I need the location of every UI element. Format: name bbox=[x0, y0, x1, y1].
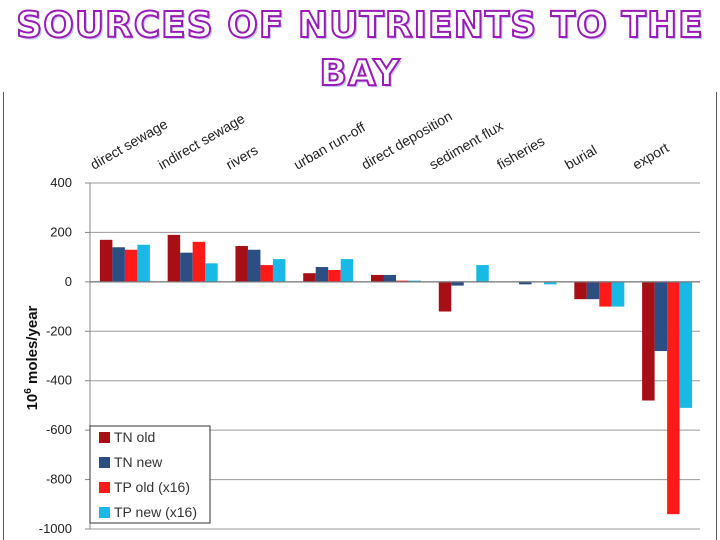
bar-tn-old-3 bbox=[303, 273, 316, 282]
category-label: urban run-off bbox=[291, 119, 368, 173]
bar-tp-old-8 bbox=[667, 281, 680, 515]
bar-tp-old-7 bbox=[599, 281, 612, 307]
category-label: rivers bbox=[223, 142, 261, 173]
bar-tp-new-0 bbox=[137, 244, 150, 282]
y-tick-label: 0 bbox=[65, 274, 72, 289]
bar-tn-old-5 bbox=[438, 281, 452, 312]
bar-tp-new-4 bbox=[408, 280, 421, 282]
bar-tp-new-8 bbox=[679, 281, 693, 408]
legend-label-tp-new: TP new (x16) bbox=[114, 504, 197, 520]
bar-tn-new-8 bbox=[654, 281, 668, 352]
bar-tp-old-4 bbox=[396, 280, 409, 282]
bar-tn-new-1 bbox=[180, 252, 193, 282]
legend-swatch-tn-new bbox=[99, 457, 110, 468]
y-tick-label: -200 bbox=[46, 323, 72, 338]
bar-tn-old-0 bbox=[99, 239, 113, 282]
legend-label-tp-old: TP old (x16) bbox=[114, 479, 190, 495]
bar-tn-new-6 bbox=[519, 281, 532, 285]
bar-tp-old-1 bbox=[192, 241, 206, 282]
bar-tn-old-7 bbox=[574, 281, 587, 300]
frame-left-border bbox=[3, 92, 4, 540]
legend-label-tn-new: TN new bbox=[114, 454, 163, 470]
legend-swatch-tn-old bbox=[99, 432, 110, 443]
bar-tp-old-2 bbox=[260, 265, 273, 282]
slide-title-line1: SOURCES OF NUTRIENTS TO THE bbox=[15, 4, 704, 47]
bars bbox=[99, 234, 693, 515]
legend-swatch-tp-old bbox=[99, 482, 110, 493]
bar-tp-new-7 bbox=[611, 281, 625, 307]
y-tick-label: 200 bbox=[50, 224, 72, 239]
bar-tn-old-1 bbox=[167, 234, 181, 282]
slide-title: SOURCES OF NUTRIENTS TO THE BAY bbox=[0, 0, 720, 98]
bar-tp-new-2 bbox=[272, 259, 286, 282]
legend-label-tn-old: TN old bbox=[114, 429, 155, 445]
bar-tn-old-4 bbox=[371, 274, 384, 282]
bar-tn-new-4 bbox=[383, 274, 396, 282]
bar-tn-new-2 bbox=[247, 249, 261, 282]
slide-title-line2: BAY bbox=[319, 52, 401, 95]
y-tick-label: -400 bbox=[46, 373, 72, 388]
legend-swatch-tp-new bbox=[99, 507, 110, 518]
category-label: burial bbox=[562, 142, 600, 173]
bar-tn-new-0 bbox=[112, 247, 125, 282]
frame-right-border bbox=[716, 92, 717, 540]
bar-tp-new-5 bbox=[476, 265, 489, 282]
legend: TN old TN new TP old (x16) TP new (x16) bbox=[89, 425, 211, 524]
bar-tn-new-7 bbox=[586, 281, 600, 300]
bar-tp-old-3 bbox=[328, 269, 341, 282]
category-label: fisheries bbox=[494, 133, 547, 173]
bar-tn-old-8 bbox=[642, 281, 655, 401]
bar-tp-old-0 bbox=[124, 249, 138, 282]
bar-tn-new-3 bbox=[315, 267, 329, 282]
y-axis-label: 106 moles/year bbox=[23, 305, 41, 410]
bar-tn-old-2 bbox=[235, 246, 248, 282]
y-tick-label: 400 bbox=[50, 175, 72, 190]
bar-tp-new-1 bbox=[205, 263, 218, 282]
bar-tp-new-3 bbox=[340, 259, 354, 282]
y-tick-label: -600 bbox=[46, 422, 72, 437]
y-tick-label: -800 bbox=[46, 472, 72, 487]
category-label: export bbox=[630, 139, 672, 172]
bar-tp-new-6 bbox=[544, 281, 557, 285]
bar-tn-new-5 bbox=[451, 281, 464, 286]
y-tick-label: -1000 bbox=[39, 521, 72, 536]
